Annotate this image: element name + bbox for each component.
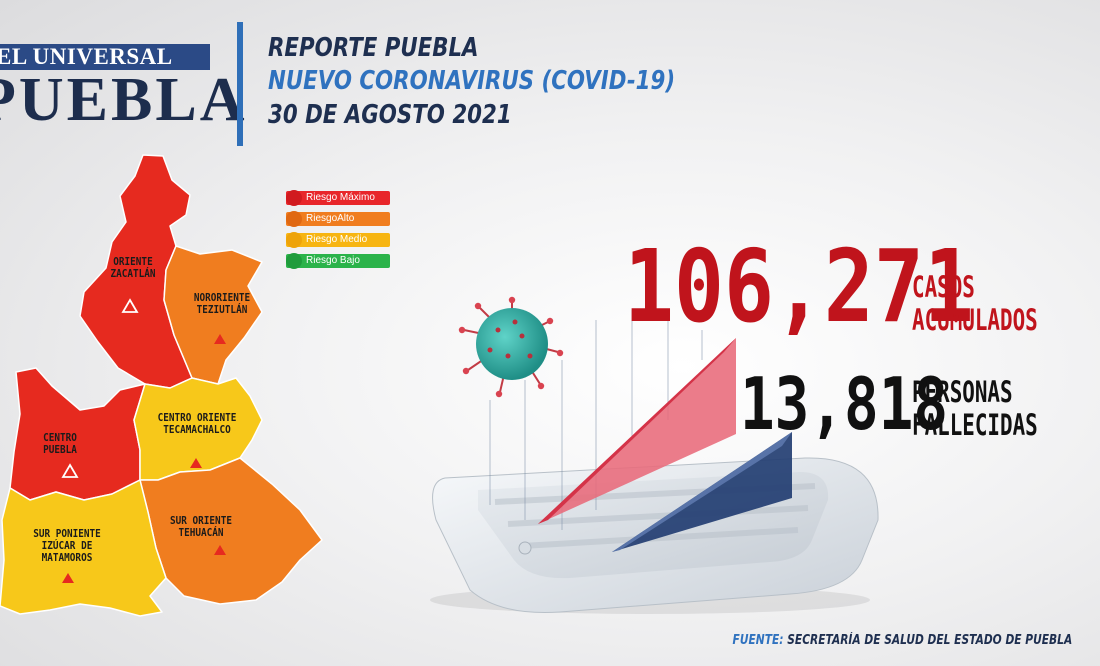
- region-label-sur-poniente-izucar: SUR PONIENTE IZÚCAR DE MATAMOROS: [33, 527, 101, 564]
- triangle-filled-icon: [62, 573, 74, 583]
- home-button-icon: [518, 541, 532, 555]
- region-label-sur-oriente-tehuacan: SUR ORIENTE TEHUACÁN: [170, 514, 232, 539]
- brand-logo-top: EL UNIVERSAL: [0, 44, 210, 70]
- header-divider: [237, 22, 243, 146]
- triangle-filled-icon: [190, 458, 202, 468]
- report-subtitle: NUEVO CORONAVIRUS (COVID-19): [268, 66, 676, 96]
- deaths-count: 13,818: [740, 362, 949, 446]
- source-key: FUENTE:: [732, 633, 784, 648]
- legend-item-riesgo-maximo: Riesgo Máximo: [286, 190, 390, 206]
- region-label-centro-oriente-tecamachalco: CENTRO ORIENTE TECAMACHALCO: [157, 411, 237, 436]
- region-sur-poniente-izucar: [0, 479, 167, 617]
- legend-label: Riesgo Máximo: [306, 192, 375, 203]
- triangle-filled-icon: [214, 545, 226, 555]
- legend-dot-icon: [286, 190, 302, 206]
- legend-dot-icon: [286, 211, 302, 227]
- cases-count: 106,271: [624, 228, 974, 345]
- report-date: 30 DE AGOSTO 2021: [268, 100, 512, 130]
- cases-label: CASOS ACUMULADOS: [912, 270, 1038, 337]
- triangle-filled-icon: [214, 334, 226, 344]
- deaths-label: PERSONAS FALLECIDAS: [912, 375, 1038, 442]
- legend-item-riesgo-medio: Riesgo Medio: [286, 232, 390, 248]
- region-centro-oriente-tecamachalco: [133, 377, 263, 481]
- region-label-oriente-zacatlan: ORIENTE ZACATLÁN: [110, 255, 156, 280]
- region-label-centro-puebla: CENTRO PUEBLA: [43, 431, 77, 456]
- cases-chart-edge: [538, 338, 736, 524]
- tablet-chart-illustration: [430, 296, 879, 614]
- coronavirus-icon: [458, 296, 564, 398]
- brand-logo-main: PUEBLA: [0, 66, 248, 134]
- source-credit: FUENTE: SECRETARÍA DE SALUD DEL ESTADO D…: [732, 633, 1072, 648]
- puebla-region-map: [0, 154, 323, 617]
- source-text: SECRETARÍA DE SALUD DEL ESTADO DE PUEBLA: [787, 633, 1072, 648]
- deaths-chart-edge: [612, 432, 792, 552]
- legend-item-riesgo-alto: RiesgoAlto: [286, 211, 390, 227]
- region-nororiente-teziutlan: [163, 245, 263, 385]
- triangle-outline-icon: [61, 463, 79, 478]
- legend-item-riesgo-bajo: Riesgo Bajo: [286, 253, 390, 269]
- triangle-outline-icon: [121, 298, 139, 313]
- legend-dot-icon: [286, 232, 302, 248]
- legend-label: RiesgoAlto: [306, 213, 355, 224]
- brand-line1: EL UNIVERSAL: [0, 44, 173, 69]
- legend-label: Riesgo Bajo: [306, 255, 360, 266]
- report-title: REPORTE PUEBLA: [268, 33, 479, 63]
- legend-label: Riesgo Medio: [306, 234, 368, 245]
- legend-dot-icon: [286, 253, 302, 269]
- region-label-nororiente-teziutlan: NORORIENTE TEZIUTLÁN: [193, 291, 251, 316]
